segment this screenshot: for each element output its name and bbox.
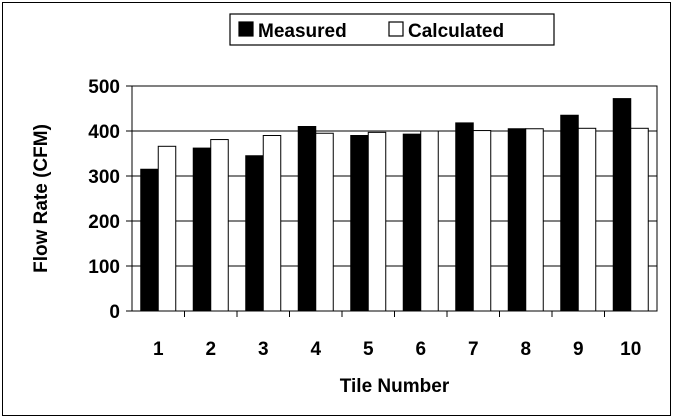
bar-measured-7 bbox=[455, 122, 474, 312]
bar-calculated-9 bbox=[577, 127, 597, 312]
y-tick-label: 400 bbox=[88, 122, 120, 143]
bar-calculated-2 bbox=[210, 139, 229, 312]
x-tick-label: 1 bbox=[153, 339, 164, 360]
bar-measured-1 bbox=[140, 168, 159, 312]
y-axis-label: Flow Rate (CFM) bbox=[31, 124, 52, 273]
bar-measured-10 bbox=[612, 98, 632, 312]
bar-calculated-1 bbox=[157, 145, 177, 312]
bar-calculated-8 bbox=[525, 128, 544, 312]
x-tick-label: 7 bbox=[468, 339, 479, 360]
x-tick-label: 4 bbox=[310, 339, 321, 360]
x-tick-label: 9 bbox=[573, 339, 584, 360]
y-tick-label: 500 bbox=[88, 77, 120, 98]
legend-swatch-measured bbox=[238, 21, 254, 37]
x-tick-label: 6 bbox=[415, 339, 426, 360]
bar-calculated-3 bbox=[262, 135, 282, 312]
legend-swatch-calculated bbox=[388, 21, 404, 37]
bars bbox=[140, 98, 649, 312]
x-axis-ticks: 1 2 3 4 5 6 7 8 9 10 bbox=[153, 311, 641, 360]
y-tick-label: 100 bbox=[88, 257, 120, 278]
bar-calculated-7 bbox=[472, 130, 492, 312]
bar-calculated-5 bbox=[367, 131, 387, 312]
bar-measured-4 bbox=[297, 126, 317, 312]
x-tick-label: 8 bbox=[520, 339, 531, 360]
y-tick-label: 0 bbox=[109, 302, 120, 323]
bar-measured-9 bbox=[560, 114, 579, 312]
y-axis-ticks: 0 100 200 300 400 500 bbox=[88, 77, 132, 323]
y-tick-label: 300 bbox=[88, 167, 120, 188]
bar-calculated-4 bbox=[315, 132, 334, 312]
bar-calculated-10 bbox=[630, 127, 649, 312]
x-tick-label: 5 bbox=[363, 339, 374, 360]
bar-measured-6 bbox=[402, 133, 422, 312]
bar-measured-2 bbox=[192, 147, 212, 312]
bar-measured-3 bbox=[245, 155, 264, 312]
legend-label-measured: Measured bbox=[258, 21, 347, 42]
legend: Measured Calculated bbox=[229, 13, 555, 46]
y-tick-label: 200 bbox=[88, 212, 120, 233]
bar-calculated-6 bbox=[420, 130, 439, 312]
x-tick-label: 3 bbox=[258, 339, 269, 360]
x-tick-label: 2 bbox=[205, 339, 216, 360]
chart-frame bbox=[2, 2, 671, 416]
x-tick-label: 10 bbox=[620, 339, 641, 360]
x-axis-label: Tile Number bbox=[340, 376, 450, 397]
bar-measured-8 bbox=[507, 128, 527, 312]
bar-measured-5 bbox=[350, 135, 369, 312]
legend-label-calculated: Calculated bbox=[408, 21, 504, 42]
